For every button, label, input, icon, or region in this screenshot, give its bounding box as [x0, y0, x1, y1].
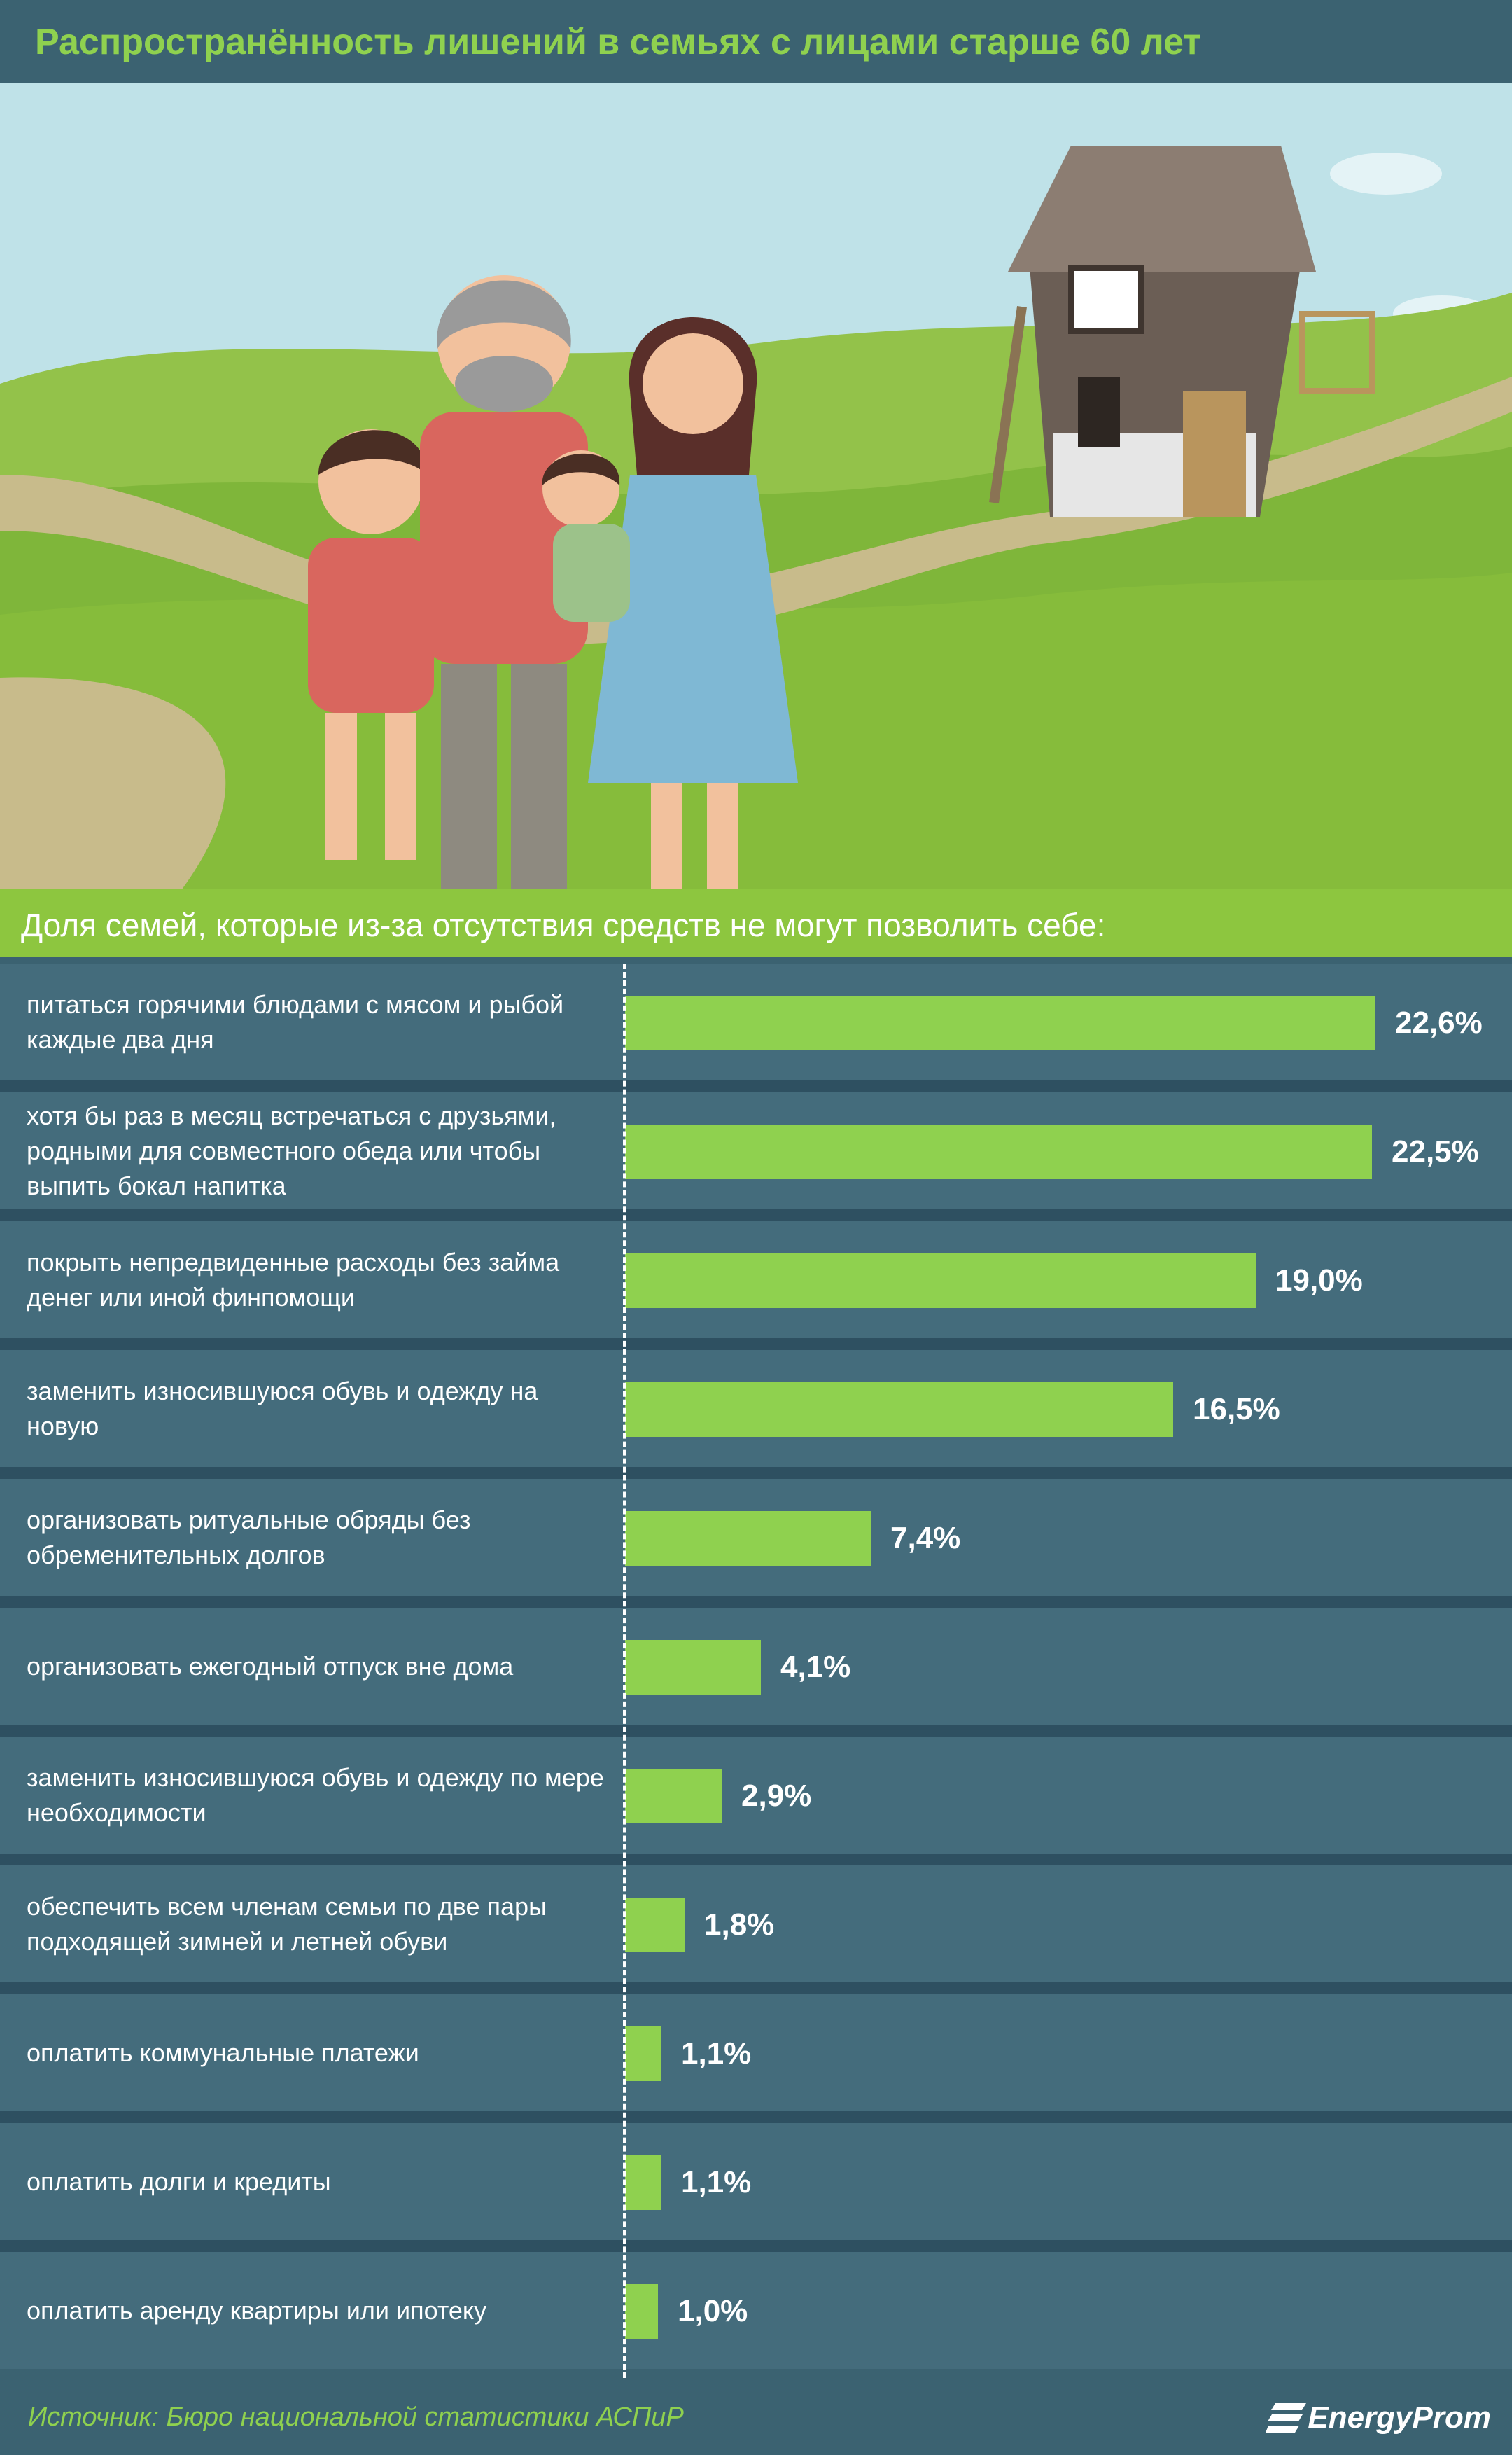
value-label: 16,5%: [1193, 1392, 1280, 1426]
category-label: оплатить аренду квартиры или ипотеку: [27, 2295, 487, 2325]
chart-row: заменить износившуюся обувь и одежду по …: [0, 1737, 1512, 1854]
category-label: хотя бы раз в месяц встречаться с друзья…: [27, 1101, 556, 1200]
value-label: 4,1%: [780, 1650, 851, 1684]
value-label: 19,0%: [1275, 1263, 1363, 1298]
ruined-house: [989, 146, 1375, 517]
chart-row: обеспечить всем членам семьи по две пары…: [0, 1865, 1512, 1982]
bar: [625, 2284, 658, 2339]
value-label: 1,1%: [681, 2036, 752, 2071]
bar: [625, 2155, 662, 2210]
family-figures: [308, 275, 798, 889]
bar: [625, 1511, 871, 1566]
chart-row: организовать ритуальные обряды без обрем…: [0, 1479, 1512, 1596]
bar: [625, 1640, 761, 1695]
row-divider: [0, 1080, 1512, 1092]
category-label: заменить износившуюся обувь и одежду по …: [27, 1762, 604, 1827]
bar: [625, 1898, 685, 1952]
illustration-poor-family: [0, 83, 1512, 889]
row-divider: [0, 2240, 1512, 2252]
row-divider: [0, 1854, 1512, 1865]
value-label: 22,6%: [1395, 1006, 1483, 1040]
category-label: организовать ежегодный отпуск вне дома: [27, 1651, 514, 1681]
chart-row: заменить износившуюся обувь и одежду на …: [0, 1350, 1512, 1467]
bar: [625, 996, 1376, 1050]
cloud: [1330, 153, 1442, 195]
chart-row: питаться горячими блюдами с мясом и рыбо…: [0, 964, 1512, 1080]
bar: [625, 1253, 1256, 1308]
energyprom-logo: EnergyProm: [1266, 2397, 1491, 2439]
value-label: 22,5%: [1392, 1134, 1479, 1169]
road-front: [0, 677, 226, 889]
logo-text: EnergyProm: [1308, 2400, 1491, 2435]
chart-row: покрыть непредвиденные расходы без займа…: [0, 1221, 1512, 1338]
bar-chart: питаться горячими блюдами с мясом и рыбо…: [0, 957, 1512, 2381]
axis-line: [623, 964, 626, 2378]
row-divider: [0, 1982, 1512, 1994]
category-label: заменить износившуюся обувь и одежду на …: [27, 1376, 538, 1440]
row-divider: [0, 1209, 1512, 1221]
value-label: 2,9%: [741, 1779, 812, 1813]
chart-row: оплатить коммунальные платежи 1,1%: [0, 1994, 1512, 2111]
source-note: Источник: Бюро национальной статистики А…: [28, 2402, 684, 2432]
category-label: оплатить долги и кредиты: [27, 2167, 331, 2196]
bar: [625, 1769, 722, 1823]
footer: Источник: Бюро национальной статистики А…: [0, 2381, 1512, 2455]
bar: [625, 1382, 1173, 1437]
value-label: 1,1%: [681, 2165, 752, 2199]
chart-row: оплатить аренду квартиры или ипотеку 1,0%: [0, 2252, 1512, 2369]
row-divider: [0, 1725, 1512, 1737]
category-label: покрыть непредвиденные расходы без займа…: [27, 1247, 560, 1312]
row-divider: [0, 1467, 1512, 1479]
row-divider: [0, 2111, 1512, 2123]
category-label: организовать ритуальные обряды без обрем…: [27, 1505, 471, 1569]
category-label: оплатить коммунальные платежи: [27, 2038, 419, 2067]
value-label: 7,4%: [890, 1521, 961, 1555]
category-label: питаться горячими блюдами с мясом и рыбо…: [27, 989, 564, 1054]
row-divider: [0, 1596, 1512, 1608]
category-label: обеспечить всем членам семьи по две пары…: [27, 1891, 547, 1956]
subtitle-bar: Доля семей, которые из-за отсутствия сре…: [0, 889, 1512, 957]
chart-subtitle: Доля семей, которые из-за отсутствия сре…: [21, 907, 1106, 943]
bar: [625, 2026, 662, 2081]
chart-row: хотя бы раз в месяц встречаться с друзья…: [0, 1092, 1512, 1209]
logo-icon: [1266, 2403, 1307, 2433]
row-divider: [0, 1338, 1512, 1350]
page-title: Распространённость лишений в семьях с ли…: [35, 22, 1201, 62]
value-label: 1,0%: [678, 2294, 748, 2328]
value-label: 1,8%: [704, 1907, 775, 1942]
header: Распространённость лишений в семьях с ли…: [0, 0, 1512, 83]
chart-row: оплатить долги и кредиты 1,1%: [0, 2123, 1512, 2240]
bar: [625, 1125, 1372, 1179]
chart-row: организовать ежегодный отпуск вне дома 4,…: [0, 1608, 1512, 1725]
